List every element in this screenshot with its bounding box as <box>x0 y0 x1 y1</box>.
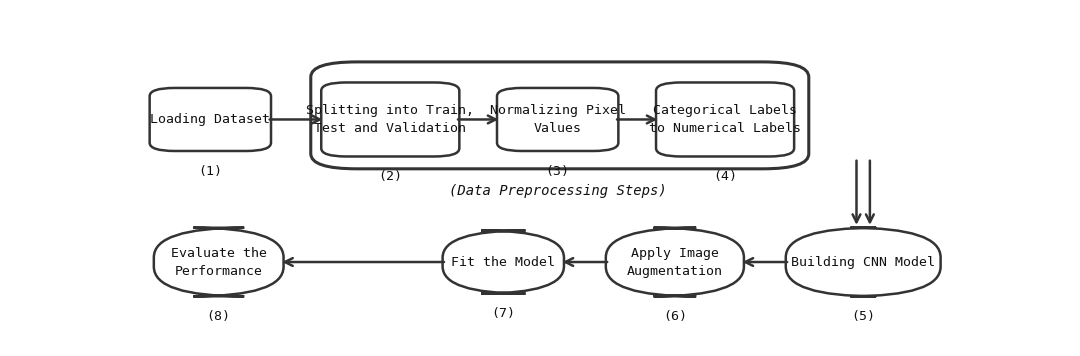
Text: (6): (6) <box>663 310 687 323</box>
FancyBboxPatch shape <box>150 88 271 151</box>
Text: Building CNN Model: Building CNN Model <box>792 256 935 268</box>
FancyBboxPatch shape <box>311 62 809 169</box>
Text: (1): (1) <box>199 165 222 178</box>
FancyBboxPatch shape <box>497 88 619 151</box>
Text: Normalizing Pixel
Values: Normalizing Pixel Values <box>489 104 625 135</box>
Text: (5): (5) <box>851 310 875 323</box>
FancyBboxPatch shape <box>606 228 744 296</box>
Text: Loading Dataset: Loading Dataset <box>150 113 270 126</box>
FancyBboxPatch shape <box>321 83 459 157</box>
Text: (4): (4) <box>713 170 737 183</box>
Text: (Data Preprocessing Steps): (Data Preprocessing Steps) <box>449 184 666 198</box>
Text: (2): (2) <box>378 170 402 183</box>
FancyBboxPatch shape <box>656 83 794 157</box>
Text: Categorical Labels
to Numerical Labels: Categorical Labels to Numerical Labels <box>649 104 801 135</box>
Text: (3): (3) <box>545 165 569 178</box>
FancyBboxPatch shape <box>153 228 284 296</box>
Text: (7): (7) <box>491 307 515 320</box>
Text: Splitting into Train,
Test and Validation: Splitting into Train, Test and Validatio… <box>307 104 474 135</box>
Text: Evaluate the
Performance: Evaluate the Performance <box>171 246 267 278</box>
Text: Fit the Model: Fit the Model <box>451 256 555 268</box>
FancyBboxPatch shape <box>443 230 564 294</box>
FancyBboxPatch shape <box>786 228 941 296</box>
Text: Apply Image
Augmentation: Apply Image Augmentation <box>626 246 723 278</box>
Text: (8): (8) <box>206 310 231 323</box>
